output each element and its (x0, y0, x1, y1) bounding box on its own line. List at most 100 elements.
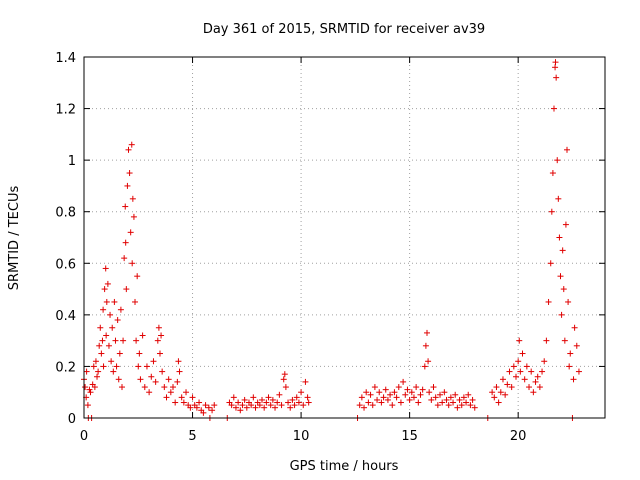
data-point (559, 247, 566, 254)
data-point (421, 363, 428, 370)
data-point (230, 394, 237, 401)
data-point (276, 391, 283, 398)
data-point (193, 404, 200, 411)
data-point (562, 221, 569, 228)
data-point (150, 358, 157, 365)
data-point (125, 146, 132, 153)
data-point (434, 402, 441, 409)
data-point (460, 394, 467, 401)
data-point (280, 376, 287, 383)
data-point (158, 332, 165, 339)
data-point (126, 170, 133, 177)
data-point (445, 402, 452, 409)
data-point (117, 306, 124, 313)
data-point (506, 368, 513, 375)
data-point (410, 394, 417, 401)
data-point (425, 358, 432, 365)
data-point (402, 391, 409, 398)
data-point (406, 396, 413, 403)
data-point (554, 157, 561, 164)
data-point (471, 404, 478, 411)
data-point (176, 368, 183, 375)
data-point (528, 368, 535, 375)
data-point (458, 402, 465, 409)
data-point (267, 402, 274, 409)
data-point (557, 273, 564, 280)
data-point (148, 373, 155, 380)
y-tick-label: 1 (68, 154, 76, 169)
data-point (515, 358, 522, 365)
data-point (269, 396, 276, 403)
x-tick-label: 0 (80, 429, 88, 444)
data-point (132, 298, 139, 305)
data-point (209, 407, 216, 414)
data-point (134, 273, 141, 280)
data-point (439, 399, 446, 406)
data-point (536, 384, 543, 391)
data-point (304, 394, 311, 401)
data-point (547, 260, 554, 267)
data-point (567, 350, 574, 357)
data-point (413, 384, 420, 391)
data-point (130, 213, 137, 220)
data-point (94, 373, 101, 380)
data-point (263, 399, 270, 406)
data-point (98, 350, 105, 357)
x-axis-label: GPS time / hours (290, 459, 399, 474)
data-point (426, 389, 433, 396)
chart-title: Day 361 of 2015, SRMTID for receiver av3… (203, 22, 485, 37)
data-point (99, 337, 106, 344)
data-point (545, 298, 552, 305)
data-point (282, 384, 289, 391)
data-point (443, 396, 450, 403)
data-point (516, 337, 523, 344)
plot-frame (83, 56, 606, 419)
data-point (291, 402, 298, 409)
data-point (463, 399, 470, 406)
data-point (107, 311, 114, 318)
data-point (302, 378, 309, 385)
data-point (428, 396, 435, 403)
data-point (261, 404, 268, 411)
data-point (517, 368, 524, 375)
data-point (400, 378, 407, 385)
data-point (237, 407, 244, 414)
data-point (298, 389, 305, 396)
data-point (92, 358, 99, 365)
data-point (508, 384, 515, 391)
data-point (187, 404, 194, 411)
data-point (300, 402, 307, 409)
data-point (555, 195, 562, 202)
data-point (102, 265, 109, 272)
data-point (289, 396, 296, 403)
data-point (423, 329, 430, 336)
data-point (167, 389, 174, 396)
data-point (566, 363, 573, 370)
data-point (552, 64, 559, 71)
data-point (556, 234, 563, 241)
data-point (155, 324, 162, 331)
data-point (293, 394, 300, 401)
data-point (86, 386, 93, 393)
data-point (384, 396, 391, 403)
ticks: 0 0.2 0.4 0.6 0.8 1 1.2 1.4 0 5 10 15 20 (55, 51, 605, 444)
data-point (489, 389, 496, 396)
data-point (123, 286, 130, 293)
data-point (534, 373, 541, 380)
data-point (560, 286, 567, 293)
data-point (305, 399, 312, 406)
data-point (504, 381, 511, 388)
data-point (512, 373, 519, 380)
data-point (447, 394, 454, 401)
data-point (100, 363, 107, 370)
data-point (295, 399, 302, 406)
data-point (561, 337, 568, 344)
data-point (163, 394, 170, 401)
data-point (127, 229, 134, 236)
data-point (90, 363, 97, 370)
data-point (358, 394, 365, 401)
data-point (526, 384, 533, 391)
data-point (550, 105, 557, 112)
data-point (521, 376, 528, 383)
y-tick-label: 0.8 (55, 206, 76, 221)
